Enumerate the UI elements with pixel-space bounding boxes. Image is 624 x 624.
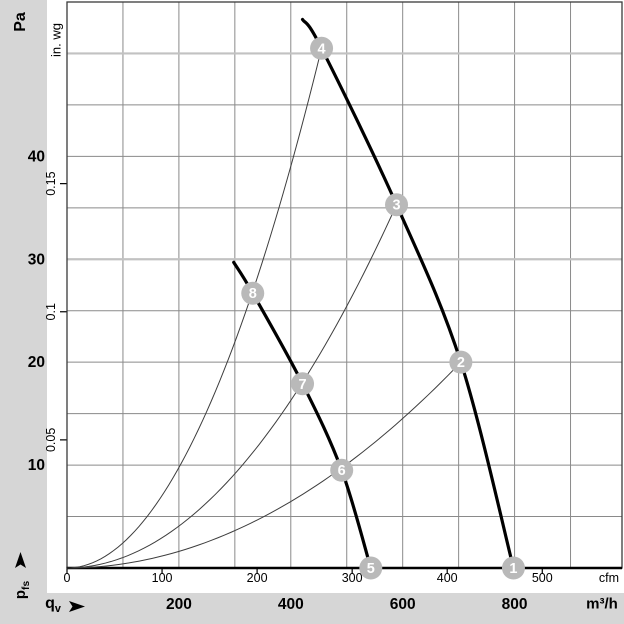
marker-label-2: 2 xyxy=(457,355,465,371)
x-tick-label-cfm: 0 xyxy=(64,571,71,585)
y-tick-label-inwg: 0.05 xyxy=(44,428,58,452)
q-symbol: q xyxy=(45,594,55,612)
x-tick-label-m3h: 800 xyxy=(502,596,528,613)
marker-label-6: 6 xyxy=(338,463,346,479)
load-line-2 xyxy=(66,204,397,569)
marker-3 xyxy=(385,193,409,217)
plot-background xyxy=(47,0,624,593)
x-tick-label-m3h: 600 xyxy=(390,596,416,613)
y-tick-label-pa: 20 xyxy=(28,354,45,371)
y-tick-label-inwg: 0.1 xyxy=(44,303,58,320)
y-axis-unit-pa: Pa xyxy=(12,12,29,32)
arrow-up-icon xyxy=(14,551,27,573)
arrow-right-icon xyxy=(69,600,86,618)
load-line-1 xyxy=(66,48,323,569)
x-tick-label-cfm: 500 xyxy=(532,571,553,585)
x-tick-label-cfm: 200 xyxy=(247,571,268,585)
x-tick-label-cfm: 400 xyxy=(437,571,458,585)
marker-5 xyxy=(359,556,383,580)
y-tick-label-pa: 10 xyxy=(28,457,45,474)
p-symbol-sub: fs xyxy=(21,580,32,590)
y-tick-label-pa: 30 xyxy=(28,251,45,268)
x-axis-symbol-qv: qv xyxy=(45,595,61,615)
y-axis-unit-inwg: in. wg xyxy=(48,23,64,57)
marker-label-1: 1 xyxy=(509,561,517,577)
marker-2 xyxy=(449,350,473,374)
q-symbol-sub: v xyxy=(54,603,61,616)
marker-label-3: 3 xyxy=(392,198,400,214)
marker-label-5: 5 xyxy=(367,561,375,577)
y-axis-symbol-pfs: pfs xyxy=(12,581,32,599)
marker-1 xyxy=(501,556,525,580)
marker-7 xyxy=(291,372,315,396)
p-symbol: p xyxy=(12,589,29,600)
marker-label-7: 7 xyxy=(299,377,307,393)
marker-4 xyxy=(310,36,334,60)
y-tick-label-inwg: 0.15 xyxy=(44,171,58,195)
x-axis-unit-m3h: m³/h xyxy=(586,595,618,613)
y-tick-label-pa: 40 xyxy=(28,148,45,165)
marker-label-4: 4 xyxy=(318,41,326,57)
x-tick-label-cfm: 300 xyxy=(342,571,363,585)
marker-label-8: 8 xyxy=(249,286,257,302)
load-line-3 xyxy=(66,361,462,569)
marker-6 xyxy=(330,458,354,482)
x-tick-label-m3h: 400 xyxy=(278,596,304,613)
x-axis-unit-cfm: cfm xyxy=(598,571,620,585)
x-tick-label-m3h: 200 xyxy=(166,596,192,613)
marker-8 xyxy=(241,281,265,305)
x-tick-label-cfm: 100 xyxy=(152,571,173,585)
